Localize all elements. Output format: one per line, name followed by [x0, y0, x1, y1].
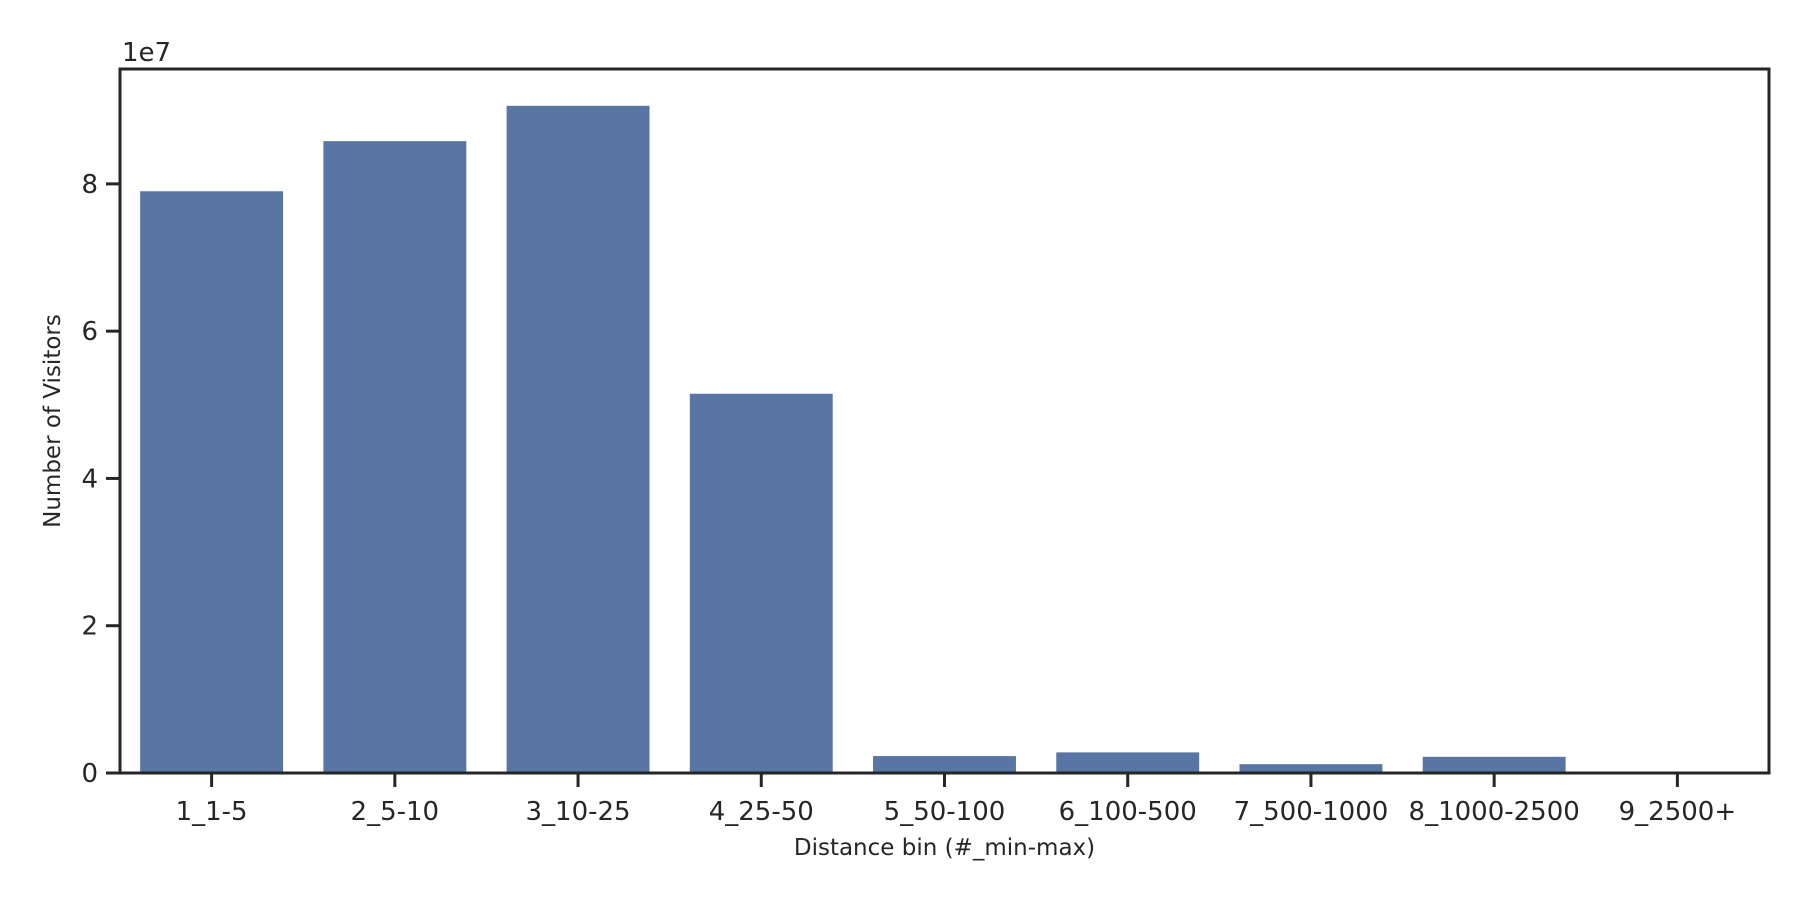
bar-7_500-1000	[1239, 764, 1383, 773]
x-tick-label: 1_1-5	[176, 797, 248, 827]
y-offset-label: 1e7	[122, 38, 171, 68]
bars-group	[140, 105, 1749, 774]
bar-4_25-50	[689, 393, 833, 773]
x-tick-label: 8_1000-2500	[1409, 797, 1580, 827]
x-tick-label: 9_2500+	[1619, 797, 1737, 827]
y-tick-label: 0	[81, 759, 98, 789]
y-axis-title: Number of Visitors	[40, 314, 66, 528]
x-tick-label: 3_10-25	[526, 797, 631, 827]
bar-2_5-10	[323, 141, 467, 773]
y-tick-label: 6	[81, 317, 98, 347]
bar-5_50-100	[873, 756, 1016, 773]
bar-3_10-25	[506, 105, 650, 774]
bar-8_1000-2500	[1422, 756, 1566, 773]
x-tick-label: 7_500-1000	[1234, 797, 1389, 827]
x-tick-label: 2_5-10	[351, 797, 440, 827]
x-axis-ticks: 1_1-5 2_5-10 3_10-25 4_25-50 5_50-100 6_100-5…	[176, 773, 1737, 827]
x-tick-label: 6_100-500	[1059, 797, 1197, 827]
y-tick-label: 4	[81, 464, 98, 494]
y-tick-label: 8	[81, 170, 98, 200]
y-axis-ticks: 0 2 4 6 8	[81, 170, 120, 789]
x-axis-title: Distance bin (#_min-max)	[794, 835, 1095, 861]
plot-frame	[118, 67, 1771, 775]
y-tick-label: 2	[81, 612, 98, 642]
bar-1_1-5	[140, 191, 284, 773]
x-tick-label: 5_50-100	[884, 797, 1006, 827]
x-tick-label: 4_25-50	[709, 797, 814, 827]
bar-6_100-500	[1056, 752, 1200, 773]
